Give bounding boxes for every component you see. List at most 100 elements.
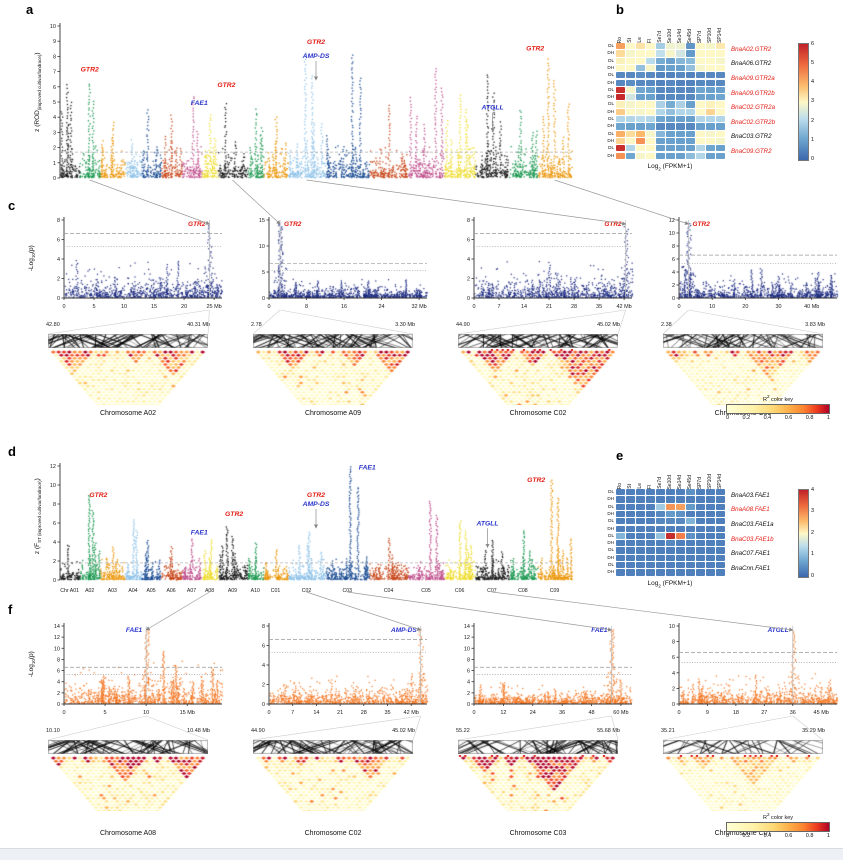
heatmap-cell <box>616 43 625 50</box>
column-label: Se14d <box>675 16 685 43</box>
heatmap-colorbar <box>798 489 809 578</box>
panel-d-manhattan-points <box>18 458 578 610</box>
heatmap-row: DH <box>600 64 725 72</box>
heatmap-cell <box>616 562 625 569</box>
heatmap-row: DH <box>600 79 725 86</box>
heatmap-cell <box>656 137 665 145</box>
chromosome-axis-label: A07 <box>187 588 196 594</box>
heatmap-cell <box>636 130 645 137</box>
column-label-text: Se45d <box>686 28 693 43</box>
heatmap-cell <box>706 152 715 159</box>
x-tick-label: 0 <box>62 710 65 716</box>
heatmap-cell <box>716 79 725 86</box>
subrow-label: DH <box>607 64 614 70</box>
panel-a-manhattan-points <box>18 16 578 188</box>
plot-axes: 0 5 10 15 0 8 16 24 32 Mb GTR2 <box>259 217 427 310</box>
colorkey-tick-label: 1 <box>826 414 830 421</box>
heatmap-row: DL <box>600 145 725 152</box>
heatmap-cell <box>686 489 695 496</box>
x-tick-label: 10 <box>121 304 127 310</box>
chromosome-axis-label: A02 <box>85 588 94 594</box>
subrow-label: DL <box>608 43 614 48</box>
heatmap-cell <box>706 525 715 532</box>
subrow-label: DL <box>608 532 614 538</box>
heatmap-cell <box>696 540 705 547</box>
gene-label: BnaC02.GTR2a <box>731 104 776 112</box>
heatmap-cell <box>616 116 625 123</box>
heatmap-cell <box>636 101 645 108</box>
heatmap-cell <box>646 94 655 101</box>
x-tick-label: 14 <box>521 304 527 310</box>
heatmap-cell <box>696 496 705 503</box>
region-start-label: 42.80 <box>46 322 60 328</box>
heatmap-caption: Log2 (FPKM+1) <box>647 579 693 588</box>
heatmap-cell <box>626 547 635 554</box>
heatmap-cell <box>626 518 635 525</box>
y-tick-label: 6 <box>467 669 470 675</box>
haplotype-band <box>458 740 618 754</box>
column-label: SP10d <box>705 462 715 489</box>
heatmap-cell <box>716 569 725 576</box>
heatmap-cell <box>656 108 665 115</box>
colorkey-title: R2 color key <box>762 394 794 403</box>
chromosome-axis-label: Chr A01 <box>60 588 79 594</box>
heatmap-cell <box>696 57 705 64</box>
y-tick-label: 3 <box>53 130 56 136</box>
gene-annotation: AMP-DS <box>302 53 330 60</box>
heatmap-cell <box>626 554 635 561</box>
heatmap-cell <box>666 86 675 94</box>
y-tick-label: 12 <box>669 218 675 224</box>
y-tick-label: 1 <box>53 161 56 167</box>
subrow-label: DH <box>607 540 614 546</box>
heatmap-cell <box>616 123 625 130</box>
subrow-label: DH <box>607 79 614 85</box>
column-label: Fl <box>645 462 655 489</box>
x-tick-label: 16 <box>341 304 347 310</box>
heatmap-cell <box>716 86 725 94</box>
heatmap-cell <box>706 101 715 108</box>
heatmap-cell <box>706 79 715 86</box>
heatmap-row: DL <box>600 130 725 137</box>
heatmap-cell <box>716 525 725 532</box>
heatmap-cell <box>706 145 715 152</box>
colorkey-ticks: 0 0.2 0.4 0.6 0.8 1 <box>726 833 830 839</box>
heatmap-cell <box>626 510 635 518</box>
heatmap-cell <box>656 525 665 532</box>
heatmap-cell <box>686 540 695 547</box>
ld-region-coordinates: 44.90 45.02 Mb <box>251 728 415 734</box>
heatmap-cell <box>706 123 715 130</box>
y-tick-label: 0 <box>262 296 265 302</box>
heatmap-cell <box>686 569 695 576</box>
y-tick-label: 2 <box>672 283 675 289</box>
column-label-text: SP10d <box>706 473 713 489</box>
subrow-label: DL <box>608 130 614 136</box>
x-tick-label: 24 <box>530 710 536 716</box>
heatmap-row: DH <box>600 569 725 576</box>
heatmap-cell <box>686 145 695 152</box>
panel-label-e: e <box>616 448 624 463</box>
scatter-points <box>438 618 638 726</box>
heatmap-cell <box>676 569 685 576</box>
heatmap-cell <box>626 57 635 64</box>
subrow-label: DL <box>608 101 614 107</box>
column-label: Ro <box>615 462 625 489</box>
column-label: Se10d <box>665 462 675 489</box>
subrow-label: DH <box>607 94 614 100</box>
heatmap-cell <box>686 57 695 64</box>
colorbar-tick-label: 4 <box>811 486 815 493</box>
plot-axes: 0 2 4 6 8 0 7 14 21 28 35 42 Mb AMP-DS <box>262 623 427 716</box>
x-tick-label: 0 <box>267 710 270 716</box>
x-tick-label: 10 <box>143 710 149 716</box>
heatmap-row: DH <box>600 152 725 159</box>
ld-triangle-heatmap <box>663 349 823 405</box>
heatmap-cell <box>686 503 695 510</box>
heatmap-cell <box>666 137 675 145</box>
gene-label: BnaC07.FAE1 <box>731 550 771 558</box>
heatmap-cell <box>716 510 725 518</box>
x-tick-label: 0 <box>677 304 680 310</box>
panel-d-y-axis-label-subscript: ST (improved cultivar/landrace) <box>37 480 43 543</box>
y-tick-label: 0 <box>467 296 470 302</box>
x-tick-label: 21 <box>337 710 343 716</box>
heatmap-cell <box>716 94 725 101</box>
heatmap-cell <box>696 569 705 576</box>
